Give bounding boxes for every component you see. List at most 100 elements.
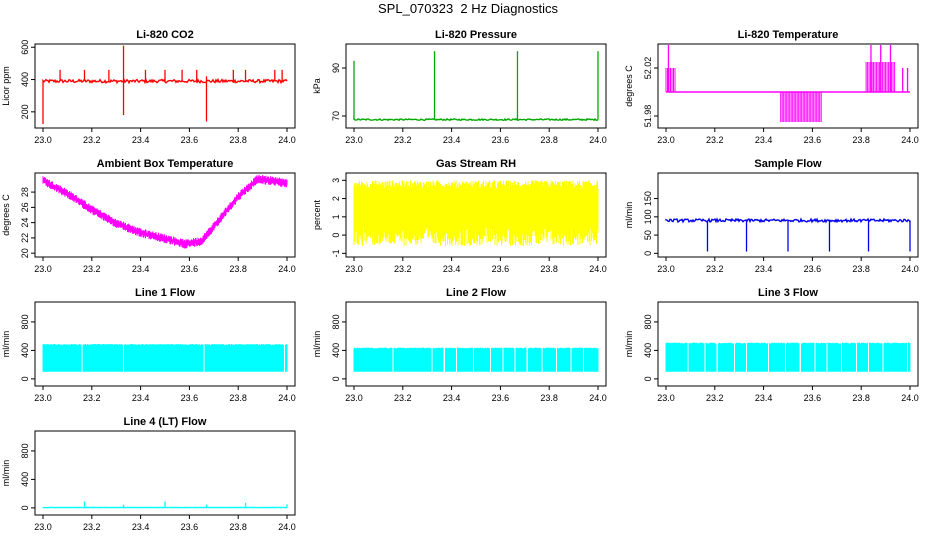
x-tick-label: 23.2 <box>83 135 101 145</box>
x-tick-label: 23.8 <box>852 135 870 145</box>
y-tick-label: 800 <box>20 443 30 458</box>
line-2-flow-series <box>353 347 599 372</box>
line-1-flow-y-label: ml/min <box>1 331 11 358</box>
x-tick-label: 23.2 <box>394 264 412 274</box>
x-tick-label: 23.4 <box>443 393 461 403</box>
x-tick-label: 23.4 <box>132 264 150 274</box>
x-tick-label: 23.8 <box>229 264 247 274</box>
x-tick-label: 23.6 <box>804 264 822 274</box>
y-tick-label: 2 <box>331 196 341 201</box>
x-tick-label: 23.2 <box>394 135 412 145</box>
li-820-temperature-panel: Li-820 Temperature 23.0 23.2 23.4 23.6 23.8 24… <box>624 29 919 145</box>
x-tick-label: 23.2 <box>83 264 101 274</box>
line-2-flow-x-axis: 23.0 23.2 23.4 23.6 23.8 24.0 <box>345 386 607 403</box>
x-tick-label: 23.6 <box>181 264 199 274</box>
sample-flow-title: Sample Flow <box>754 158 822 170</box>
line-1-flow-title: Line 1 Flow <box>135 287 195 299</box>
sample-flow-panel: Sample Flow 23.0 23.2 23.4 23.6 23.8 24.0 0 50 10… <box>624 158 919 274</box>
y-tick-label: 600 <box>20 40 30 55</box>
gas-stream-rh-y-axis: -1 0 1 2 3 <box>331 178 346 257</box>
ambient-box-temperature-series <box>42 174 288 249</box>
gas-stream-rh-y-label: percent <box>312 199 322 230</box>
x-tick-label: 23.2 <box>706 135 724 145</box>
li-820-temperature-burst <box>865 62 896 92</box>
x-tick-label: 23.4 <box>132 522 150 532</box>
x-tick-label: 24.0 <box>589 393 607 403</box>
y-tick-label: 70 <box>331 111 341 121</box>
li-820-co2-frame <box>34 43 296 129</box>
x-tick-label: 24.0 <box>278 393 296 403</box>
y-tick-label: 0 <box>20 376 30 381</box>
x-tick-label: 23.6 <box>181 522 199 532</box>
li-820-pressure-line <box>353 117 599 122</box>
x-tick-label: 23.4 <box>132 135 150 145</box>
x-tick-label: 23.2 <box>706 393 724 403</box>
li-820-pressure-panel: Li-820 Pressure 23.0 23.2 23.4 23.6 23.8 24.0 7… <box>312 29 607 145</box>
sample-flow-y-label: ml/min <box>624 202 634 229</box>
x-tick-label: 23.4 <box>132 393 150 403</box>
y-tick-label: 26 <box>20 202 30 212</box>
line-3-flow-y-axis: 0 400 800 <box>643 314 658 381</box>
figure-title: SPL_070323 2 Hz Diagnostics <box>378 1 558 16</box>
x-tick-label: 23.6 <box>492 264 510 274</box>
line-2-flow-y-label: ml/min <box>312 331 322 358</box>
y-tick-label: 400 <box>643 343 653 358</box>
line-4-lt-flow-x-axis: 23.0 23.2 23.4 23.6 23.8 24.0 <box>34 515 296 532</box>
line-4-lt-flow-panel: Line 4 (LT) Flow 23.0 23.2 23.4 23.6 23.8 24.0… <box>1 416 296 532</box>
line-4-lt-flow-y-label: ml/min <box>1 460 11 487</box>
x-tick-label: 23.2 <box>83 393 101 403</box>
y-tick-label: 0 <box>643 251 653 256</box>
x-tick-label: 24.0 <box>901 264 919 274</box>
x-tick-label: 23.4 <box>443 135 461 145</box>
x-tick-label: 24.0 <box>278 264 296 274</box>
x-tick-label: 23.0 <box>345 393 363 403</box>
x-tick-label: 23.2 <box>394 393 412 403</box>
line-1-flow-series <box>42 344 288 372</box>
li-820-temperature-y-label: degrees C <box>624 65 634 107</box>
x-tick-label: 23.0 <box>657 264 675 274</box>
x-tick-label: 23.6 <box>181 393 199 403</box>
sample-flow-frame <box>657 172 919 258</box>
x-tick-label: 23.8 <box>540 264 558 274</box>
y-tick-label: 0 <box>20 505 30 510</box>
li-820-temperature-title: Li-820 Temperature <box>738 29 839 41</box>
sample-flow-series <box>665 217 911 252</box>
y-tick-label: -1 <box>331 249 341 257</box>
x-tick-label: 23.4 <box>755 135 773 145</box>
gas-stream-rh-x-axis: 23.0 23.2 23.4 23.6 23.8 24.0 <box>345 257 607 274</box>
x-tick-label: 23.0 <box>345 264 363 274</box>
line-2-flow-band <box>353 347 599 372</box>
line-1-flow-x-axis: 23.0 23.2 23.4 23.6 23.8 24.0 <box>34 386 296 403</box>
x-tick-label: 23.8 <box>540 135 558 145</box>
li-820-co2-y-label: Licor ppm <box>1 66 11 106</box>
y-tick-label: 400 <box>20 72 30 87</box>
gas-stream-rh-series <box>353 180 599 246</box>
y-tick-label: 800 <box>643 314 653 329</box>
y-tick-label: 51.98 <box>643 105 653 128</box>
line-3-flow-x-axis: 23.0 23.2 23.4 23.6 23.8 24.0 <box>657 386 919 403</box>
x-tick-label: 23.8 <box>852 393 870 403</box>
line-4-lt-flow-frame <box>34 430 296 516</box>
x-tick-label: 23.8 <box>229 522 247 532</box>
y-tick-label: 50 <box>643 230 653 240</box>
line-3-flow-band <box>665 342 911 372</box>
ambient-box-temperature-title: Ambient Box Temperature <box>97 158 234 170</box>
x-tick-label: 23.0 <box>34 264 52 274</box>
line-1-flow-panel: Line 1 Flow 23.0 23.2 23.4 23.6 23.8 24.0 0 400 8… <box>1 287 296 403</box>
x-tick-label: 23.6 <box>492 135 510 145</box>
ambient-box-temperature-panel: Ambient Box Temperature 23.0 23.2 23.4 23.6 2… <box>1 158 296 274</box>
x-tick-label: 23.0 <box>34 135 52 145</box>
line-3-flow-y-label: ml/min <box>624 331 634 358</box>
li-820-co2-y-axis: 200 400 600 <box>20 40 35 119</box>
y-tick-label: 0 <box>643 376 653 381</box>
x-tick-label: 24.0 <box>589 264 607 274</box>
line-3-flow-frame <box>657 301 919 387</box>
ambient-box-temperature-y-label: degrees C <box>1 194 11 236</box>
x-tick-label: 23.8 <box>229 135 247 145</box>
y-tick-label: 800 <box>20 314 30 329</box>
x-tick-label: 23.4 <box>755 264 773 274</box>
y-tick-label: 28 <box>20 187 30 197</box>
x-tick-label: 23.4 <box>755 393 773 403</box>
sample-flow-x-axis: 23.0 23.2 23.4 23.6 23.8 24.0 <box>657 257 919 274</box>
